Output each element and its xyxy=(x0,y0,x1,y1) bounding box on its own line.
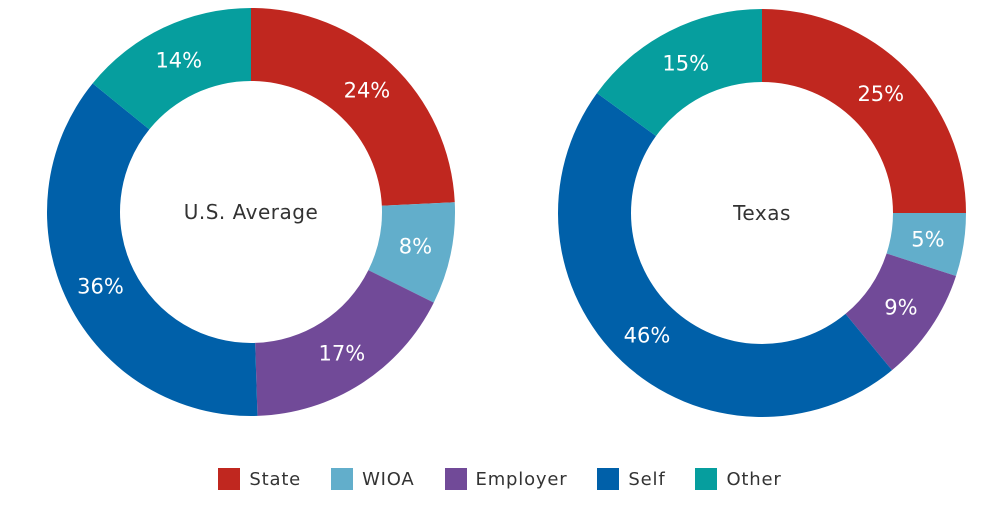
data-label-texas-employer: 9% xyxy=(884,295,917,319)
data-label-u-s-average-state: 24% xyxy=(344,78,391,102)
slice-u-s-average-wioa xyxy=(368,202,455,303)
data-label-texas-other: 15% xyxy=(662,51,709,75)
data-label-u-s-average-wioa: 8% xyxy=(399,234,432,258)
data-label-u-s-average-other: 14% xyxy=(155,48,202,72)
data-label-u-s-average-self: 36% xyxy=(77,275,124,299)
legend-label-other: Other xyxy=(726,468,782,490)
legend-label-wioa: WIOA xyxy=(362,468,415,490)
slice-texas-self xyxy=(557,93,893,418)
data-label-texas-self: 46% xyxy=(624,323,671,347)
legend-label-state: State xyxy=(249,468,302,490)
legend-swatch-wioa xyxy=(331,468,354,490)
slice-u-s-average-other xyxy=(92,8,251,130)
legend-swatch-self xyxy=(597,468,620,490)
slice-texas-wioa xyxy=(886,213,966,277)
legend-swatch-employer xyxy=(444,468,467,490)
slice-texas-employer xyxy=(845,253,957,371)
donut-u-s-average: 24% 8% 17% 36% 14% U.S. Average xyxy=(47,8,455,417)
slice-u-s-average-state xyxy=(251,8,455,206)
slice-texas-state xyxy=(762,9,966,213)
slice-u-s-average-employer xyxy=(255,270,434,416)
legend-label-employer: Employer xyxy=(475,468,568,490)
data-label-texas-state: 25% xyxy=(857,82,904,106)
legend-item-other: Other xyxy=(695,468,781,490)
center-label-u-s-average: U.S. Average xyxy=(184,200,319,224)
data-label-u-s-average-employer: 17% xyxy=(318,341,365,365)
legend-label-self: Self xyxy=(628,468,666,490)
legend-item-employer: Employer xyxy=(444,468,568,490)
donut-charts: 24% 8% 17% 36% 14% U.S. Average 25% 5% 9% 46% 15% T… xyxy=(47,8,966,418)
legend-item-wioa: WIOA xyxy=(331,468,414,490)
legend: State WIOA Employer Self Other xyxy=(0,468,1000,490)
legend-item-state: State xyxy=(218,468,301,490)
legend-swatch-state xyxy=(218,468,241,490)
legend-item-self: Self xyxy=(597,468,665,490)
donut-texas: 25% 5% 9% 46% 15% Texas xyxy=(557,9,966,418)
slice-u-s-average-self xyxy=(47,83,258,417)
slice-texas-other xyxy=(596,9,762,137)
legend-swatch-other xyxy=(695,468,718,490)
data-label-texas-wioa: 5% xyxy=(911,227,944,251)
center-label-texas: Texas xyxy=(732,201,791,225)
